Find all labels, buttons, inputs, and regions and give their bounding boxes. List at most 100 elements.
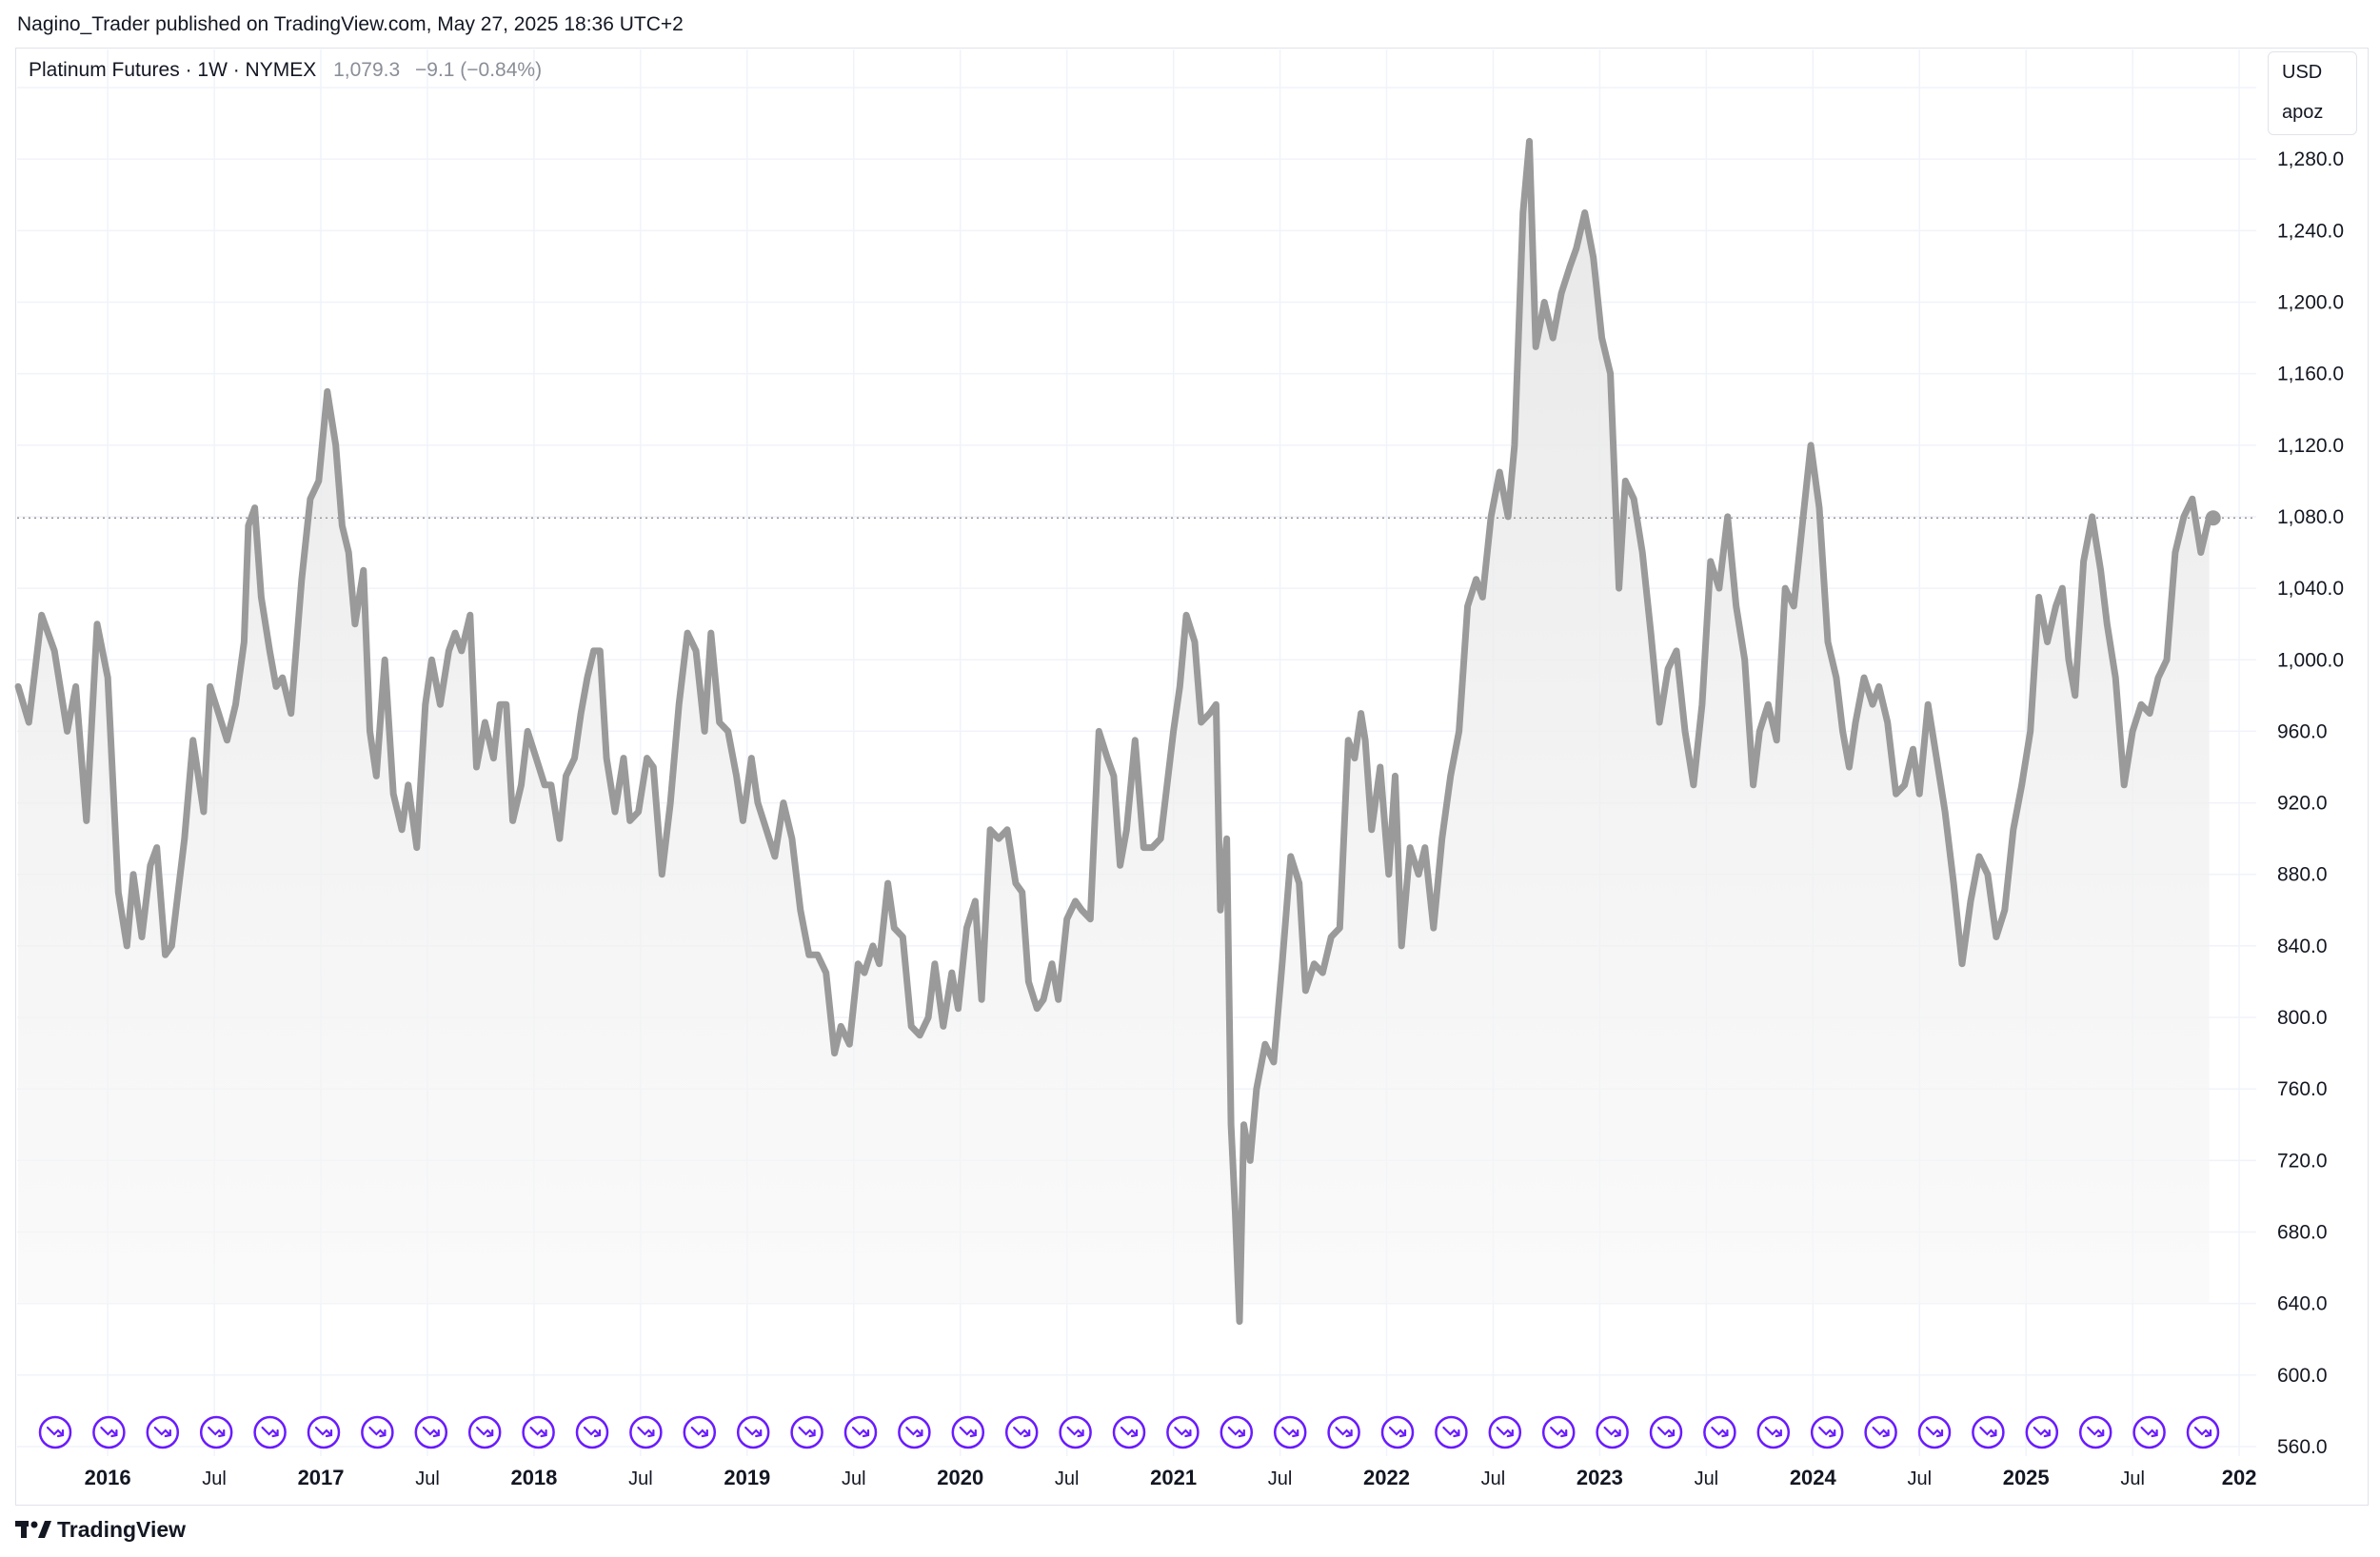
event-marker-icon[interactable] [467,1415,502,1449]
price-line [14,137,2213,1325]
publish-header: Nagino_Trader published on TradingView.c… [0,0,2380,49]
event-marker-icon[interactable] [522,1415,555,1449]
x-tick-label: 202 [2222,1466,2257,1489]
x-tick-label: Jul [628,1468,653,1489]
symbol-legend[interactable]: Platinum Futures · 1W · NYMEX 1,079.3 −9… [29,59,542,82]
x-tick-label: Jul [842,1468,866,1489]
event-marker-icon[interactable] [1596,1415,1629,1449]
x-tick-label: 2023 [1577,1466,1623,1489]
x-tick-label: Jul [1481,1468,1506,1489]
y-tick-label: 880.0 [2277,864,2328,886]
event-marker-icon[interactable] [1972,1415,2005,1449]
event-marker-icon[interactable] [629,1415,663,1449]
event-marker-icon[interactable] [951,1415,985,1449]
event-marker-icon[interactable] [1864,1415,1897,1449]
event-marker-icon[interactable] [1541,1415,1576,1449]
last-price-dot [2205,510,2221,526]
x-tick-label: Jul [202,1468,227,1489]
x-tick-label: Jul [1695,1468,1719,1489]
event-marker-icon[interactable] [1649,1415,1683,1449]
x-tick-label: Jul [1907,1468,1932,1489]
x-tick-label: 2019 [724,1466,770,1489]
y-tick-label: 1,080.0 [2277,506,2344,528]
event-marker-icon[interactable] [1435,1415,1468,1449]
event-marker-icon[interactable] [1273,1415,1307,1449]
y-tick-label: 640.0 [2277,1293,2328,1315]
price-area-fill [18,141,2210,1322]
currency-selector[interactable]: USD apoz [2268,51,2357,135]
y-tick-label: 720.0 [2277,1150,2328,1172]
tradingview-brand-text: TradingView [57,1517,187,1542]
x-tick-label: Jul [1055,1468,1080,1489]
x-tick-label: 2018 [510,1466,557,1489]
event-marker-icon[interactable] [1166,1415,1200,1449]
event-marker-icon[interactable] [38,1415,72,1449]
x-tick-label: Jul [415,1468,440,1489]
event-marker-icon[interactable] [2186,1415,2220,1449]
x-tick-label: 2016 [85,1466,131,1489]
symbol-name: Platinum Futures · 1W · NYMEX [29,59,317,81]
event-marker-icon[interactable] [1703,1415,1736,1449]
event-marker-icon[interactable] [843,1415,878,1449]
y-tick-label: 1,160.0 [2277,364,2344,385]
y-tick-label: 680.0 [2277,1222,2328,1244]
event-marker-icon[interactable] [1220,1415,1254,1449]
y-tick-label: 920.0 [2277,793,2328,815]
y-tick-label: 1,000.0 [2277,649,2344,671]
event-marker-icon[interactable] [414,1415,448,1449]
tradingview-logo-icon [15,1521,51,1538]
event-marker-icon[interactable] [2025,1415,2059,1449]
y-axis: 1,320.01,280.01,240.01,200.01,160.01,120… [2277,77,2344,1458]
publish-header-text: Nagino_Trader published on TradingView.c… [17,13,684,35]
event-marker-icon[interactable] [1810,1415,1844,1449]
event-marker-icon[interactable] [1917,1415,1952,1449]
y-tick-label: 600.0 [2277,1365,2328,1387]
x-tick-label: Jul [1268,1468,1293,1489]
y-tick-label: 960.0 [2277,720,2328,742]
event-marker-icon[interactable] [2078,1415,2112,1449]
y-tick-label: 760.0 [2277,1078,2328,1100]
event-marker-icon[interactable] [575,1415,609,1449]
event-marker-icon[interactable] [790,1415,823,1449]
event-marker-icon[interactable] [1004,1415,1039,1449]
y-tick-label: 1,200.0 [2277,291,2344,313]
event-marker-icon[interactable] [736,1415,770,1449]
x-tick-label: Jul [2120,1468,2145,1489]
x-tick-label: 2021 [1150,1466,1197,1489]
event-marker-icon[interactable] [1380,1415,1415,1449]
y-tick-label: 560.0 [2277,1436,2328,1458]
event-marker-icon[interactable] [683,1415,717,1449]
last-value: 1,079.3 [333,59,401,81]
x-tick-label: 2024 [1790,1466,1837,1489]
event-markers [38,1415,2220,1449]
event-marker-icon[interactable] [1327,1415,1360,1449]
event-marker-icon[interactable] [92,1415,126,1449]
y-tick-label: 1,040.0 [2277,578,2344,600]
event-marker-icon[interactable] [361,1415,394,1449]
event-marker-icon[interactable] [1112,1415,1146,1449]
event-marker-icon[interactable] [199,1415,233,1449]
y-tick-label: 1,240.0 [2277,220,2344,242]
y-tick-label: 800.0 [2277,1007,2328,1029]
event-marker-icon[interactable] [1756,1415,1791,1449]
event-marker-icon[interactable] [146,1415,180,1449]
x-tick-label: 2022 [1363,1466,1410,1489]
x-axis: 2016 Jul 2017 Jul 2018 Jul 2019 Jul 2020 Jul 2021 J… [85,1466,2257,1489]
y-tick-label: 1,120.0 [2277,435,2344,457]
currency-label: USD [2282,62,2323,83]
event-marker-icon[interactable] [1059,1415,1092,1449]
event-marker-icon[interactable] [307,1415,341,1449]
price-change: −9.1 (−0.84%) [415,59,543,81]
event-marker-icon[interactable] [898,1415,931,1449]
x-tick-label: 2017 [298,1466,345,1489]
x-tick-label: 2020 [937,1466,983,1489]
unit-label: apoz [2282,102,2324,123]
x-tick-label: 2025 [2003,1466,2050,1489]
y-tick-label: 840.0 [2277,936,2328,957]
chart-frame [15,48,2369,1506]
event-marker-icon[interactable] [1488,1415,1522,1449]
y-tick-label: 1,280.0 [2277,148,2344,170]
event-marker-icon[interactable] [2132,1415,2166,1449]
event-marker-icon[interactable] [253,1415,287,1449]
